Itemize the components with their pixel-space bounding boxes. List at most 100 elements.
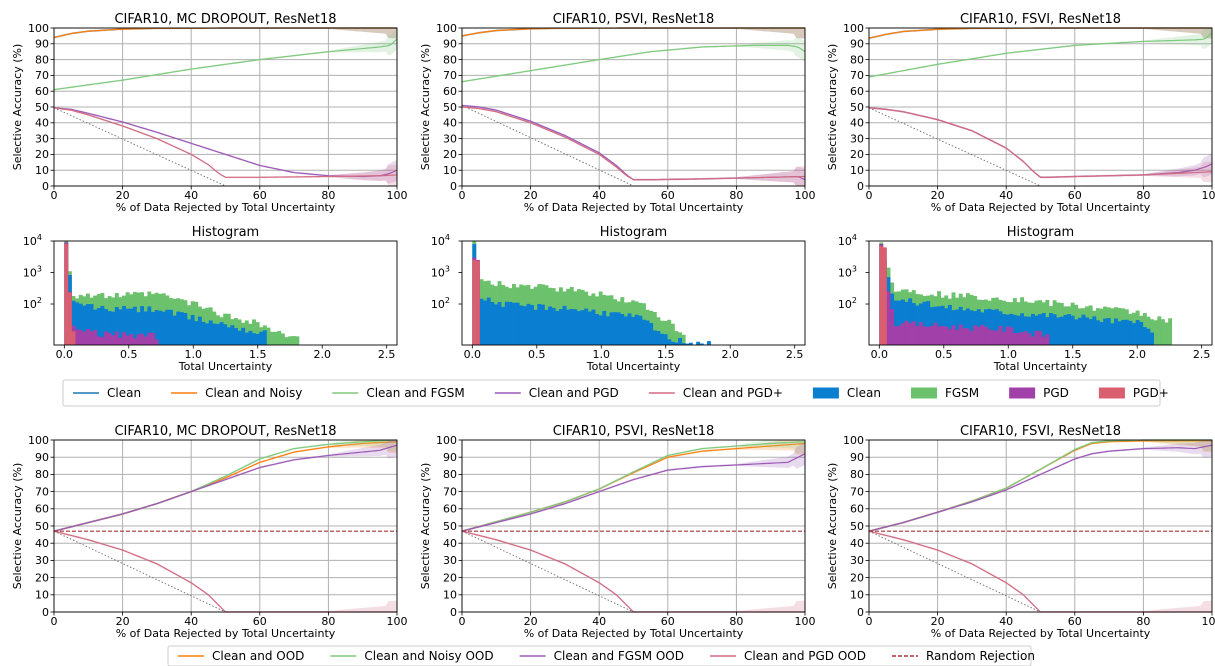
hist-bar bbox=[897, 300, 902, 345]
hist-bar bbox=[991, 309, 996, 345]
legend-label: Clean and PGD+ bbox=[683, 386, 783, 400]
panel-title: CIFAR10, PSVI, ResNet18 bbox=[553, 12, 715, 27]
y-tick-label: 30 bbox=[443, 132, 457, 145]
legend-label: Clean and Noisy bbox=[205, 386, 302, 400]
y-tick-label: 10 bbox=[35, 589, 49, 602]
y-tick-label: 104 bbox=[838, 233, 857, 248]
x-tick-label: 2.5 bbox=[378, 348, 396, 361]
hist-bar bbox=[1150, 319, 1155, 345]
y-tick-label: 70 bbox=[850, 69, 864, 82]
hist-bar bbox=[1088, 319, 1093, 345]
y-tick-label: 103 bbox=[431, 265, 450, 280]
hist-bar bbox=[501, 306, 506, 345]
hist-bar bbox=[1049, 313, 1053, 345]
y-tick-label: 20 bbox=[850, 571, 864, 584]
x-tick-label: 40 bbox=[592, 189, 606, 202]
y-tick-label: 80 bbox=[850, 53, 864, 66]
hist-bar bbox=[1052, 314, 1057, 345]
hist-bar bbox=[147, 332, 152, 345]
y-tick-label: 103 bbox=[838, 265, 857, 280]
hist-bar bbox=[266, 327, 271, 345]
hist-bar bbox=[1067, 314, 1071, 345]
hist-bar bbox=[537, 304, 542, 345]
hist-bar bbox=[1012, 333, 1017, 345]
x-tick-label: 40 bbox=[999, 189, 1013, 202]
legend-item-clean-and-fgsm-ood: Clean and FGSM OOD bbox=[519, 649, 684, 663]
hist-bar bbox=[882, 247, 887, 345]
hist-bar bbox=[504, 301, 509, 345]
hist-bar bbox=[183, 313, 188, 345]
hist-bar bbox=[1124, 319, 1129, 345]
hist-bar bbox=[533, 309, 538, 345]
legend-label: Clean bbox=[847, 386, 881, 400]
hist-bar bbox=[230, 325, 235, 345]
y-tick-label: 70 bbox=[35, 69, 49, 82]
y-tick-label: 40 bbox=[35, 117, 49, 130]
series-clean-and-pgdplus bbox=[868, 107, 1213, 178]
panel-title: CIFAR10, FSVI, ResNet18 bbox=[960, 424, 1121, 439]
hist-bar bbox=[176, 311, 181, 345]
legend-item-clean: Clean bbox=[812, 386, 881, 400]
x-tick-label: 0.0 bbox=[871, 348, 889, 361]
x-tick-label: 100 bbox=[387, 189, 408, 202]
y-tick-label: 90 bbox=[850, 451, 864, 464]
y-tick-label: 102 bbox=[431, 296, 450, 311]
hist-bar bbox=[1041, 313, 1046, 345]
y-tick-exponent: 3 bbox=[852, 265, 857, 274]
hist-bar bbox=[1150, 332, 1155, 345]
hist-bar bbox=[681, 334, 686, 345]
oracle-reference-line bbox=[53, 530, 226, 613]
series-clean-and-pgd bbox=[53, 107, 398, 178]
band-clean-and-noisy bbox=[462, 28, 805, 39]
y-tick-exponent: 2 bbox=[445, 296, 450, 305]
hist-bar bbox=[219, 322, 224, 345]
legend-label: Clean and OOD bbox=[212, 649, 304, 663]
series-clean-and-fgsm bbox=[461, 44, 806, 83]
y-tick-label: 50 bbox=[443, 101, 457, 114]
series-clean-and-pgd bbox=[868, 107, 1213, 178]
hist-bar bbox=[980, 324, 985, 345]
hist-bar bbox=[1030, 313, 1035, 345]
legend-item-clean-and-noisy: Clean and Noisy bbox=[171, 386, 302, 400]
y-tick-exponent: 3 bbox=[445, 265, 450, 274]
hist-bar bbox=[93, 309, 98, 345]
hist-bar bbox=[1012, 314, 1017, 345]
hist-bar bbox=[497, 302, 502, 345]
hist-bar bbox=[944, 326, 949, 345]
y-tick-label: 70 bbox=[35, 485, 49, 498]
legend-label: PGD bbox=[1043, 386, 1069, 400]
panel-title: CIFAR10, FSVI, ResNet18 bbox=[960, 12, 1121, 27]
x-tick-label: 0.0 bbox=[56, 348, 74, 361]
y-tick-exponent: 2 bbox=[37, 296, 42, 305]
hist-bar bbox=[226, 327, 231, 345]
hist-bar bbox=[987, 308, 992, 345]
hist-bar bbox=[696, 341, 701, 345]
y-tick-label: 0 bbox=[450, 180, 457, 193]
y-tick-label: 20 bbox=[850, 148, 864, 161]
hist-bar bbox=[911, 321, 916, 345]
legend-frame bbox=[62, 379, 1161, 407]
x-tick-label: 20 bbox=[524, 615, 538, 628]
y-tick-label: 100 bbox=[436, 22, 457, 35]
hist-bar bbox=[602, 310, 607, 345]
x-tick-label: 20 bbox=[116, 615, 130, 628]
hist-bar bbox=[1056, 317, 1061, 345]
hist-bar bbox=[154, 339, 159, 345]
y-tick-label: 40 bbox=[850, 537, 864, 550]
y-tick-label: 60 bbox=[850, 503, 864, 516]
oracle-reference-line bbox=[868, 107, 1041, 187]
y-axis-label: Selective Accuracy (%) bbox=[11, 463, 24, 590]
hist-bar bbox=[573, 309, 578, 345]
y-axis-label: Selective Accuracy (%) bbox=[419, 463, 432, 590]
x-tick-label: 20 bbox=[931, 189, 945, 202]
x-tick-label: 2.0 bbox=[721, 348, 739, 361]
hist-bar bbox=[154, 310, 159, 345]
x-tick-label: 0.5 bbox=[528, 348, 546, 361]
hist-bar bbox=[288, 336, 293, 345]
hist-bar bbox=[122, 305, 126, 345]
hist-bar bbox=[201, 321, 206, 345]
legend-label: Random Rejection bbox=[926, 649, 1035, 663]
hist-bar bbox=[172, 315, 177, 345]
hist-bar bbox=[244, 332, 249, 345]
y-axis-label: Selective Accuracy (%) bbox=[826, 463, 839, 590]
